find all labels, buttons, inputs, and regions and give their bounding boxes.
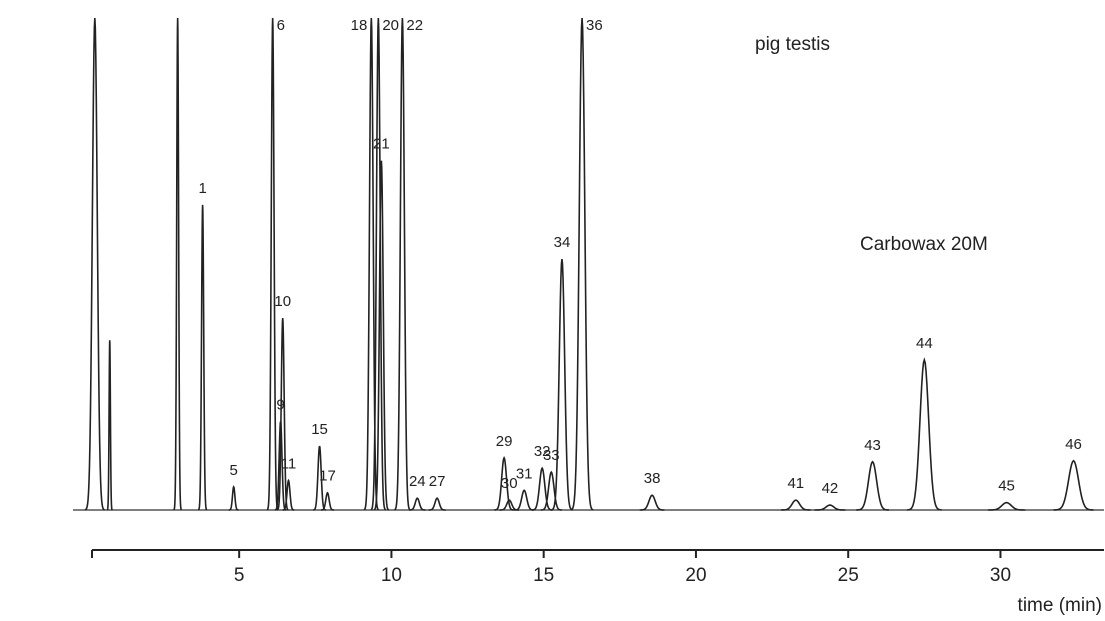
peak: [514, 489, 535, 511]
peak: [987, 501, 1026, 511]
peak: [814, 504, 846, 511]
peak-label: 20: [382, 17, 399, 34]
peak-label: 6: [277, 17, 285, 34]
peak-label: 24: [409, 473, 426, 490]
peak: [494, 455, 514, 511]
peak-label: 46: [1065, 436, 1082, 453]
peak: [570, 17, 594, 511]
peak-label: 36: [586, 17, 603, 34]
peak: [266, 17, 279, 511]
peak: [639, 494, 665, 511]
peak-label: 10: [274, 293, 291, 310]
peak: [373, 160, 390, 511]
peak-label: 43: [864, 437, 881, 454]
x-tick-label: 20: [685, 565, 706, 586]
peak: [409, 497, 426, 511]
annotation: pig testis: [755, 34, 830, 55]
peak: [780, 499, 811, 511]
x-tick-label: 10: [381, 565, 402, 586]
peak-label: 41: [787, 475, 804, 492]
peak: [84, 17, 105, 511]
peak-label: 45: [998, 478, 1015, 495]
x-tick-label: 25: [838, 565, 859, 586]
x-tick-label: 15: [533, 565, 554, 586]
peak-label: 27: [429, 473, 446, 490]
x-tick-label: 30: [990, 565, 1011, 586]
peak-label: 31: [516, 465, 533, 482]
peak: [540, 470, 562, 511]
peak: [907, 357, 942, 511]
peak-label: 42: [822, 480, 839, 497]
peak: [173, 17, 183, 511]
annotation: Carbowax 20M: [860, 234, 988, 255]
peak: [1053, 459, 1094, 511]
peak: [394, 17, 411, 511]
peak-label: 22: [406, 17, 423, 34]
peak-label: 17: [319, 468, 336, 485]
peak: [197, 204, 208, 511]
peak-label: 1: [198, 180, 206, 197]
peak-label: 29: [496, 433, 513, 450]
peak: [282, 478, 295, 511]
x-tick-label: 5: [234, 565, 245, 586]
peak: [320, 491, 334, 511]
peak: [370, 17, 387, 511]
peak: [531, 466, 553, 511]
x-axis-label: time (min): [1018, 595, 1102, 616]
peak: [428, 497, 446, 511]
peak-label: 15: [311, 421, 328, 438]
peak: [551, 258, 573, 511]
peak: [106, 340, 113, 511]
peak-label: 33: [543, 447, 560, 464]
peak: [228, 485, 239, 511]
peak-label: 21: [373, 136, 390, 153]
peak-label: 32: [534, 443, 551, 460]
peak: [856, 460, 889, 511]
peak-label: 30: [501, 475, 518, 492]
peak-label: 34: [554, 234, 571, 251]
peak-label: 5: [230, 462, 238, 479]
peak-label: 18: [351, 17, 368, 34]
peak-label: 44: [916, 335, 933, 352]
peak-label: 11: [281, 455, 297, 472]
peak-label: 38: [644, 470, 661, 487]
